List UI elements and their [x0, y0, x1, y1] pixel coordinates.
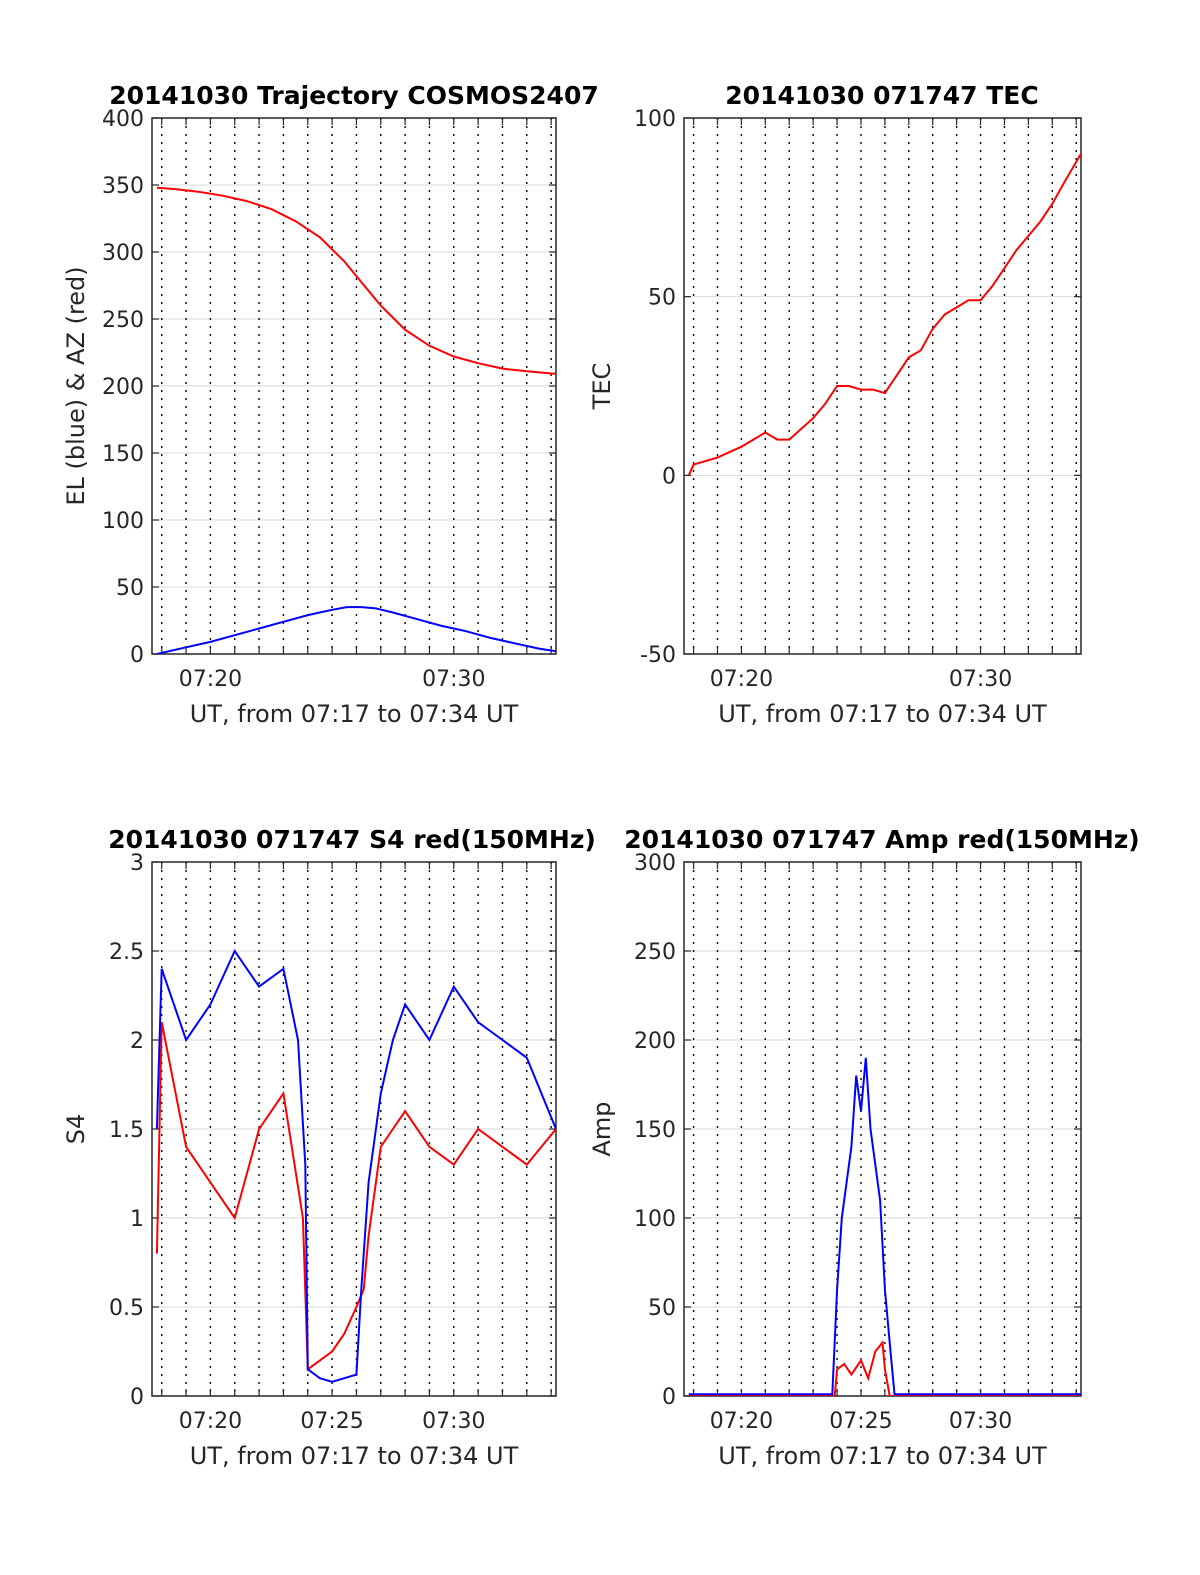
- x-tick-label: 07:25: [300, 1409, 363, 1434]
- y-tick-label: 100: [634, 1207, 676, 1232]
- y-axis-label: EL (blue) & AZ (red): [62, 266, 90, 505]
- y-tick-label: -50: [640, 643, 676, 668]
- chart-amp: 0 50 100 150 200 250 300 07:20 07:25 07:30 2014103…: [588, 825, 1140, 1470]
- series-line-1: [156, 186, 556, 375]
- x-tick-label: 07:20: [710, 667, 773, 692]
- y-tick-label: 0: [662, 464, 676, 489]
- y-tick-label: 1: [130, 1207, 144, 1232]
- y-tick-label: 400: [102, 107, 144, 132]
- series-line-2: [688, 1057, 1081, 1396]
- x-axis-label: UT, from 07:17 to 07:34 UT: [718, 700, 1047, 728]
- chart-trajectory: 0 50 100 150 200 250 300 350 400 07:20 07:30 201410…: [62, 81, 599, 728]
- y-axis-label: TEC: [588, 363, 616, 411]
- x-tick-label: 07:25: [829, 1409, 892, 1434]
- y-tick-label: 2: [130, 1029, 144, 1054]
- axes-box: [683, 117, 1082, 655]
- y-tick-label: 200: [102, 375, 144, 400]
- x-tick-label: 07:30: [949, 667, 1012, 692]
- y-tick-label: 100: [634, 107, 676, 132]
- y-axis-label: Amp: [588, 1101, 616, 1156]
- y-tick-label: 250: [102, 308, 144, 333]
- series-line-2: [156, 606, 556, 654]
- y-tick-label: 250: [634, 940, 676, 965]
- chart-title: 20141030 071747 Amp red(150MHz): [624, 825, 1140, 854]
- y-tick-label: 0.5: [109, 1296, 144, 1321]
- y-tick-label: 50: [116, 576, 144, 601]
- y-tick-label: 0: [662, 1385, 676, 1410]
- series-line-1: [155, 1022, 556, 1372]
- y-tick-label: 0: [130, 643, 144, 668]
- series-line-2: [155, 948, 556, 1383]
- y-tick-label: 300: [634, 851, 676, 876]
- y-tick-label: 0: [130, 1385, 144, 1410]
- y-axis-label: S4: [62, 1114, 90, 1145]
- x-tick-label: 07:20: [179, 667, 242, 692]
- y-tick-label: 1.5: [109, 1118, 144, 1143]
- series-line-1: [687, 153, 1081, 476]
- y-tick-label: 150: [102, 442, 144, 467]
- x-tick-label: 07:20: [179, 1409, 242, 1434]
- y-tick-label: 50: [648, 286, 676, 311]
- y-tick-label: 3: [130, 851, 144, 876]
- chart-title: 20141030 071747 S4 red(150MHz): [108, 825, 596, 854]
- x-tick-label: 07:30: [949, 1409, 1012, 1434]
- y-tick-label: 350: [102, 174, 144, 199]
- x-axis-label: UT, from 07:17 to 07:34 UT: [718, 1442, 1047, 1470]
- y-tick-label: 150: [634, 1118, 676, 1143]
- chart-s4: 0 0.5 1 1.5 2 2.5 3 07:20 07:25 07:30 20141030 071…: [62, 825, 596, 1470]
- x-axis-label: UT, from 07:17 to 07:34 UT: [190, 700, 519, 728]
- chart-tec: -50 0 50 100 07:20 07:30 20141030 071747 TEC UT…: [588, 81, 1082, 728]
- x-axis-label: UT, from 07:17 to 07:34 UT: [190, 1442, 519, 1470]
- chart-title: 20141030 071747 TEC: [725, 81, 1038, 110]
- y-tick-label: 300: [102, 241, 144, 266]
- x-tick-label: 07:20: [710, 1409, 773, 1434]
- y-tick-label: 200: [634, 1029, 676, 1054]
- series-line-1: [688, 1340, 1081, 1396]
- x-tick-label: 07:30: [422, 667, 485, 692]
- y-tick-label: 2.5: [109, 940, 144, 965]
- chart-title: 20141030 Trajectory COSMOS2407: [109, 81, 599, 110]
- y-tick-label: 50: [648, 1296, 676, 1321]
- y-tick-label: 100: [102, 509, 144, 534]
- x-tick-label: 07:30: [422, 1409, 485, 1434]
